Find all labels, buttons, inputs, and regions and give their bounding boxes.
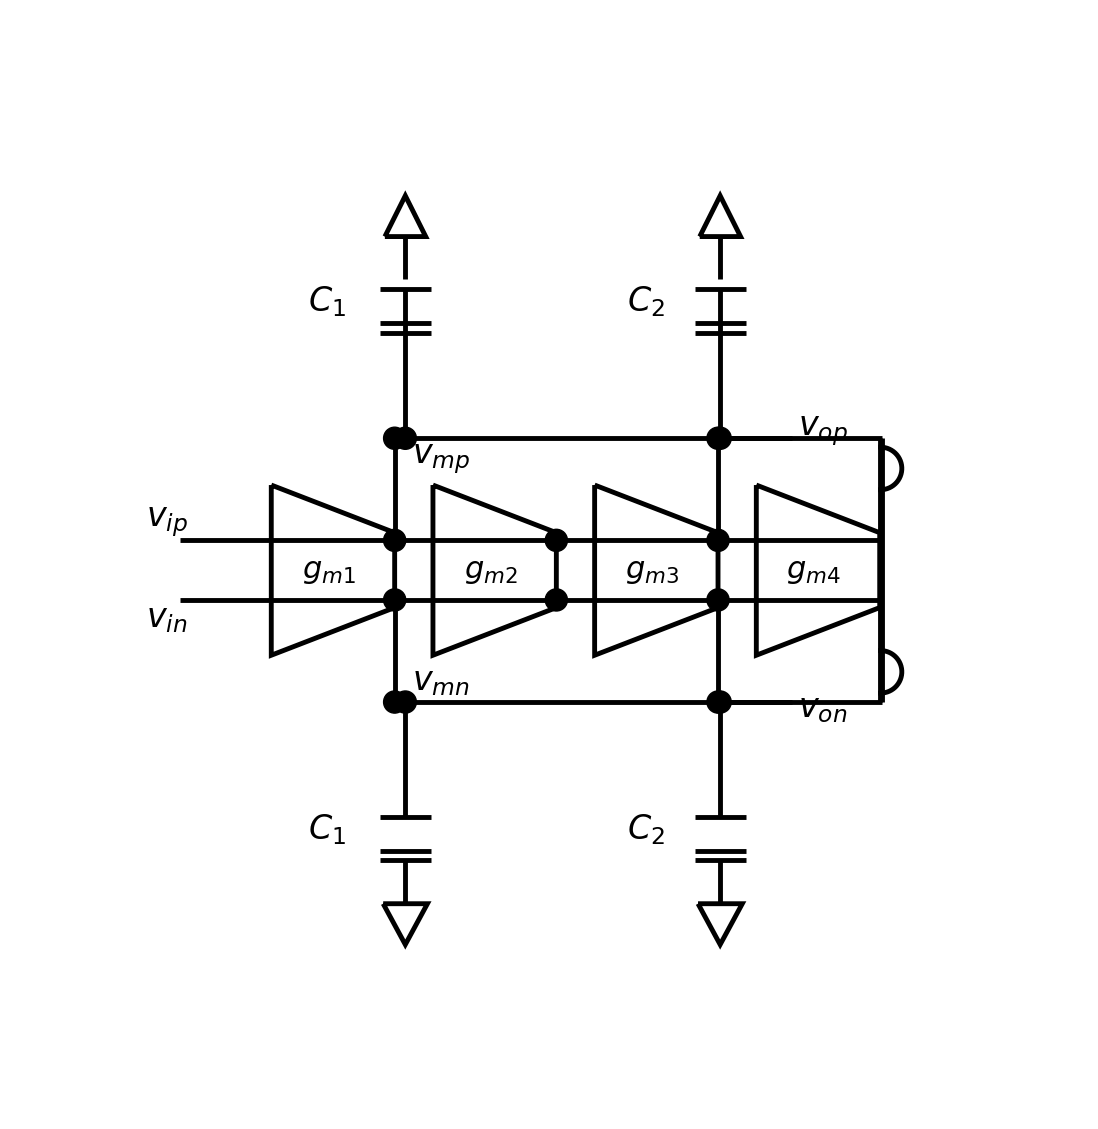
Text: $v_{in}$: $v_{in}$ — [146, 603, 188, 634]
Text: $g_{m2}$: $g_{m2}$ — [463, 554, 517, 586]
Text: $v_{mn}$: $v_{mn}$ — [412, 666, 470, 698]
Text: $v_{ip}$: $v_{ip}$ — [146, 505, 188, 539]
Circle shape — [394, 691, 416, 714]
Circle shape — [707, 691, 729, 714]
Circle shape — [707, 427, 729, 449]
Circle shape — [709, 691, 731, 714]
Circle shape — [546, 530, 568, 551]
Circle shape — [383, 530, 406, 551]
Circle shape — [383, 589, 406, 611]
Text: $v_{op}$: $v_{op}$ — [798, 414, 849, 448]
Circle shape — [709, 427, 731, 449]
Text: $v_{on}$: $v_{on}$ — [798, 693, 848, 725]
Circle shape — [546, 589, 568, 611]
Circle shape — [707, 530, 729, 551]
Text: $C_2$: $C_2$ — [627, 285, 665, 320]
Text: $v_{mp}$: $v_{mp}$ — [412, 443, 470, 476]
Circle shape — [383, 691, 406, 714]
Text: $g_{m1}$: $g_{m1}$ — [302, 554, 356, 586]
Text: $C_2$: $C_2$ — [627, 813, 665, 847]
Text: $C_1$: $C_1$ — [307, 813, 346, 847]
Text: $g_{m4}$: $g_{m4}$ — [786, 554, 841, 586]
Text: $g_{m3}$: $g_{m3}$ — [625, 554, 679, 586]
Circle shape — [383, 427, 406, 449]
Circle shape — [394, 427, 416, 449]
Circle shape — [707, 589, 729, 611]
Text: $C_1$: $C_1$ — [307, 285, 346, 320]
